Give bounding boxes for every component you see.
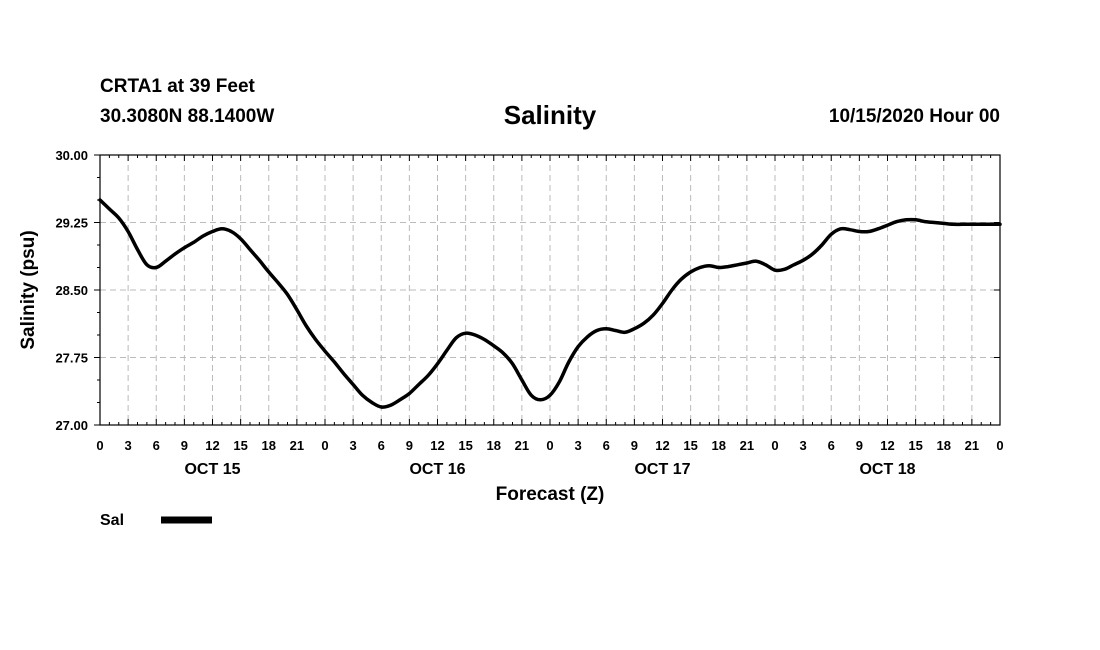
x-tick-labels: 0 3 6 9 12 15 18 21 0 3 6 9 12 15 18 21 0 3 6 9 12 15 18 21 0 3 6 9…	[96, 438, 1003, 453]
x-tick-label: 15	[458, 438, 472, 453]
coordinates-label: 30.3080N 88.1400W	[100, 106, 275, 127]
grid-lines	[100, 155, 1000, 425]
x-tick-label: 6	[603, 438, 610, 453]
x-tick-label: 9	[406, 438, 413, 453]
x-tick-label: 21	[740, 438, 754, 453]
x-tick-label: 3	[350, 438, 357, 453]
x-tick-label: 3	[125, 438, 132, 453]
x-tick-label: 0	[546, 438, 553, 453]
y-axis-title: Salinity (psu)	[18, 230, 39, 349]
day-label: OCT 15	[184, 461, 240, 478]
x-tick-label: 18	[262, 438, 276, 453]
y-tick-label: 27.75	[55, 351, 88, 366]
x-tick-label: 0	[771, 438, 778, 453]
day-label: OCT 17	[634, 461, 690, 478]
x-tick-label: 15	[233, 438, 247, 453]
x-tick-label: 0	[96, 438, 103, 453]
x-tick-label: 12	[655, 438, 669, 453]
legend: Sal	[100, 512, 212, 529]
x-tick-label: 6	[153, 438, 160, 453]
chart-title: Salinity	[503, 100, 597, 130]
y-tick-labels: 27.00 27.75 28.50 29.25 30.00	[55, 148, 88, 433]
x-tick-label: 21	[965, 438, 979, 453]
x-tick-label: 3	[575, 438, 582, 453]
x-tick-label: 6	[828, 438, 835, 453]
x-tick-label: 3	[800, 438, 807, 453]
x-tick-label: 18	[937, 438, 951, 453]
y-tick-label: 29.25	[55, 216, 88, 231]
x-tick-label: 21	[290, 438, 304, 453]
legend-label-sal: Sal	[100, 512, 124, 529]
x-tick-label: 21	[515, 438, 529, 453]
y-tick-label: 27.00	[55, 418, 88, 433]
x-axis-title: Forecast (Z)	[496, 484, 605, 505]
plot-frame	[99, 154, 1001, 426]
x-tick-label: 12	[430, 438, 444, 453]
y-tick-label: 28.50	[55, 283, 88, 298]
x-tick-label: 9	[631, 438, 638, 453]
x-tick-label: 6	[378, 438, 385, 453]
x-tick-label: 18	[487, 438, 501, 453]
x-tick-label: 18	[712, 438, 726, 453]
x-tick-label: 12	[880, 438, 894, 453]
x-tick-label: 0	[321, 438, 328, 453]
forecast-datetime: 10/15/2020 Hour 00	[828, 106, 1000, 127]
y-tick-label: 30.00	[55, 148, 88, 163]
x-tick-label: 15	[908, 438, 922, 453]
x-tick-label: 12	[205, 438, 219, 453]
station-label: CRTA1 at 39 Feet	[100, 76, 255, 97]
day-labels: OCT 15 OCT 16 OCT 17 OCT 18	[184, 461, 915, 478]
day-label: OCT 16	[409, 461, 465, 478]
series-line-sal	[98, 198, 1002, 409]
x-tick-label: 9	[181, 438, 188, 453]
day-label: OCT 18	[859, 461, 915, 478]
x-tick-label: 9	[856, 438, 863, 453]
x-tick-label: 15	[683, 438, 697, 453]
x-tick-label: 0	[996, 438, 1003, 453]
